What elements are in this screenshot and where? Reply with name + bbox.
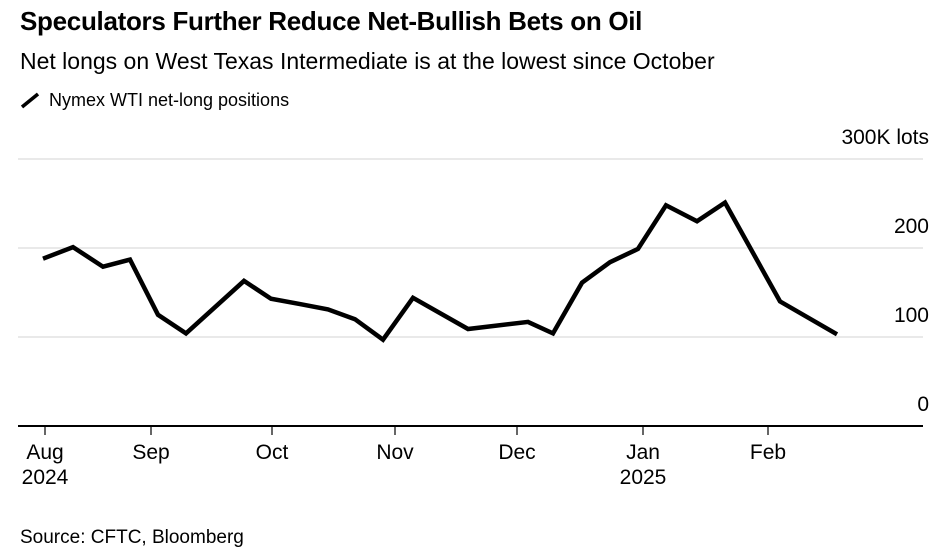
x-axis-tick-label: Oct bbox=[255, 441, 289, 464]
source-note: Source: CFTC, Bloomberg bbox=[20, 527, 244, 548]
line-series-swatch-icon bbox=[20, 92, 40, 109]
x-axis-tick-label: Dec bbox=[498, 441, 536, 464]
x-axis-year-label: 2025 bbox=[619, 466, 667, 489]
y-axis-tick-label: 200 bbox=[893, 215, 929, 238]
legend-label: Nymex WTI net-long positions bbox=[49, 90, 290, 110]
x-axis-tick-label: Feb bbox=[749, 441, 787, 464]
x-axis-tick-label: Aug bbox=[26, 441, 64, 464]
page-subtitle: Net longs on West Texas Intermediate is … bbox=[20, 48, 715, 74]
x-axis-tick-label: Nov bbox=[376, 441, 414, 464]
y-axis-tick-label: 0 bbox=[917, 393, 929, 416]
legend: Nymex WTI net-long positions bbox=[20, 90, 289, 111]
x-axis-tick-label: Jan bbox=[626, 441, 660, 464]
y-axis-tick-label: 100 bbox=[893, 304, 929, 327]
page-title: Speculators Further Reduce Net-Bullish B… bbox=[20, 6, 643, 36]
y-axis-tick-label: 300K lots bbox=[841, 126, 929, 149]
x-axis-tick-label: Sep bbox=[132, 441, 170, 464]
series-line bbox=[42, 199, 839, 343]
x-axis-year-label: 2024 bbox=[21, 466, 69, 489]
